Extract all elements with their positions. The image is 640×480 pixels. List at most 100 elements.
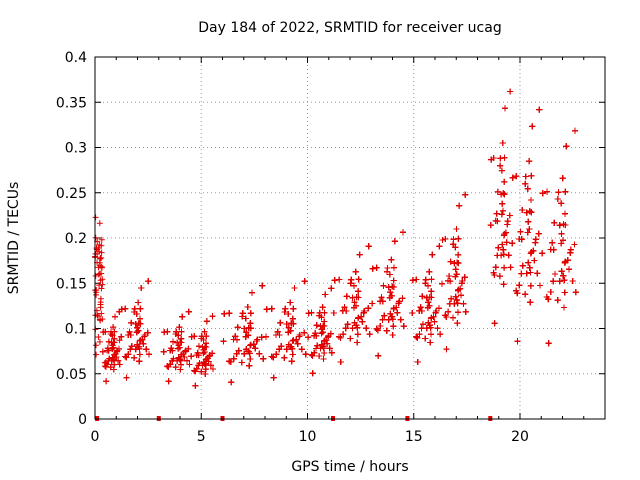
data-point	[502, 105, 508, 112]
data-point	[497, 155, 504, 162]
data-point	[247, 325, 254, 332]
data-point	[126, 328, 133, 335]
data-point	[196, 343, 202, 350]
data-point	[513, 173, 520, 180]
data-point	[289, 315, 296, 322]
y-tick-label: 0.3	[65, 141, 87, 157]
data-point	[203, 318, 210, 325]
data-point	[296, 333, 303, 340]
data-point	[98, 249, 105, 256]
data-point	[99, 276, 106, 283]
data-point	[501, 191, 508, 198]
data-point	[276, 346, 283, 353]
data-point	[288, 320, 295, 327]
data-point	[388, 313, 395, 320]
data-point	[97, 295, 104, 302]
data-point	[430, 313, 437, 320]
data-point	[522, 180, 529, 187]
data-point	[118, 306, 125, 313]
data-point	[409, 277, 416, 284]
data-point	[354, 324, 361, 331]
data-point	[337, 359, 344, 365]
data-point	[137, 305, 144, 312]
data-point	[525, 218, 532, 225]
data-point	[95, 271, 102, 278]
data-point	[455, 235, 462, 242]
data-point	[554, 297, 561, 304]
y-axis-label: SRMTID / TECUs	[6, 182, 22, 295]
data-point	[336, 276, 343, 283]
data-point	[353, 302, 359, 309]
data-point	[519, 262, 526, 269]
data-point	[283, 346, 290, 353]
data-point	[320, 356, 327, 362]
data-point	[493, 210, 500, 217]
data-point	[462, 308, 469, 315]
data-point	[526, 264, 533, 271]
data-point	[209, 313, 216, 320]
data-point	[167, 361, 174, 368]
data-point	[373, 264, 380, 271]
data-point	[188, 353, 195, 360]
data-point	[365, 305, 372, 312]
data-point	[198, 335, 205, 342]
data-point	[191, 333, 198, 340]
data-point	[176, 324, 183, 331]
data-point	[343, 293, 350, 300]
data-point	[270, 354, 277, 361]
data-point	[516, 282, 523, 289]
data-point	[564, 257, 571, 264]
data-point	[341, 304, 348, 311]
data-point	[355, 276, 362, 283]
data-point	[530, 247, 537, 254]
data-point	[528, 209, 535, 216]
data-point	[380, 282, 387, 289]
data-point	[388, 256, 395, 263]
data-point	[390, 284, 397, 290]
data-point	[413, 333, 420, 340]
data-point	[111, 328, 118, 335]
data-point	[560, 272, 567, 279]
data-point	[391, 238, 398, 245]
data-point	[244, 304, 251, 310]
data-point	[447, 258, 454, 265]
data-point	[287, 299, 294, 306]
data-point	[400, 229, 406, 236]
data-point	[381, 312, 388, 319]
data-point	[134, 341, 141, 348]
data-point	[322, 291, 329, 298]
data-point	[175, 342, 182, 349]
data-point	[282, 305, 289, 312]
data-point	[92, 272, 99, 279]
data-point	[339, 307, 346, 314]
data-point	[453, 296, 460, 303]
data-point	[136, 358, 143, 365]
data-point	[460, 300, 467, 307]
data-point	[358, 313, 365, 320]
data-point	[98, 310, 105, 317]
data-point	[128, 343, 135, 350]
data-point	[311, 349, 318, 356]
data-point	[454, 320, 461, 327]
data-point	[277, 319, 284, 326]
data-point	[550, 278, 557, 285]
data-point	[397, 316, 404, 323]
data-point	[301, 329, 308, 336]
data-point	[500, 246, 507, 253]
data-point	[390, 323, 397, 330]
data-point	[241, 325, 248, 332]
data-point	[184, 357, 190, 364]
data-point	[354, 331, 361, 338]
data-point	[443, 346, 450, 353]
data-point	[116, 337, 123, 344]
data-point	[549, 239, 556, 246]
data-point	[139, 336, 146, 343]
data-point	[193, 365, 200, 372]
data-point	[298, 346, 305, 353]
data-point	[428, 294, 435, 301]
data-point	[309, 370, 316, 377]
data-point	[122, 305, 129, 312]
data-point	[422, 276, 429, 283]
y-tick-label: 0.35	[56, 95, 87, 111]
data-point	[107, 364, 114, 371]
